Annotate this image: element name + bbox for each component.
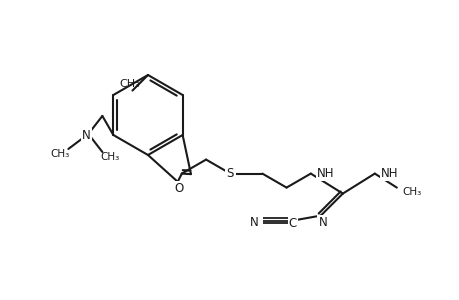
Text: N: N: [318, 216, 326, 229]
Text: O: O: [174, 182, 183, 195]
Text: CH₃: CH₃: [119, 79, 140, 88]
Text: CH₃: CH₃: [50, 149, 70, 159]
Text: N: N: [249, 216, 257, 229]
Text: S: S: [226, 167, 234, 180]
Text: C: C: [288, 217, 297, 230]
Text: NH: NH: [316, 167, 334, 180]
Text: CH₃: CH₃: [402, 187, 421, 196]
Text: N: N: [82, 129, 90, 142]
Text: CH₃: CH₃: [101, 152, 120, 162]
Text: NH: NH: [380, 167, 397, 180]
